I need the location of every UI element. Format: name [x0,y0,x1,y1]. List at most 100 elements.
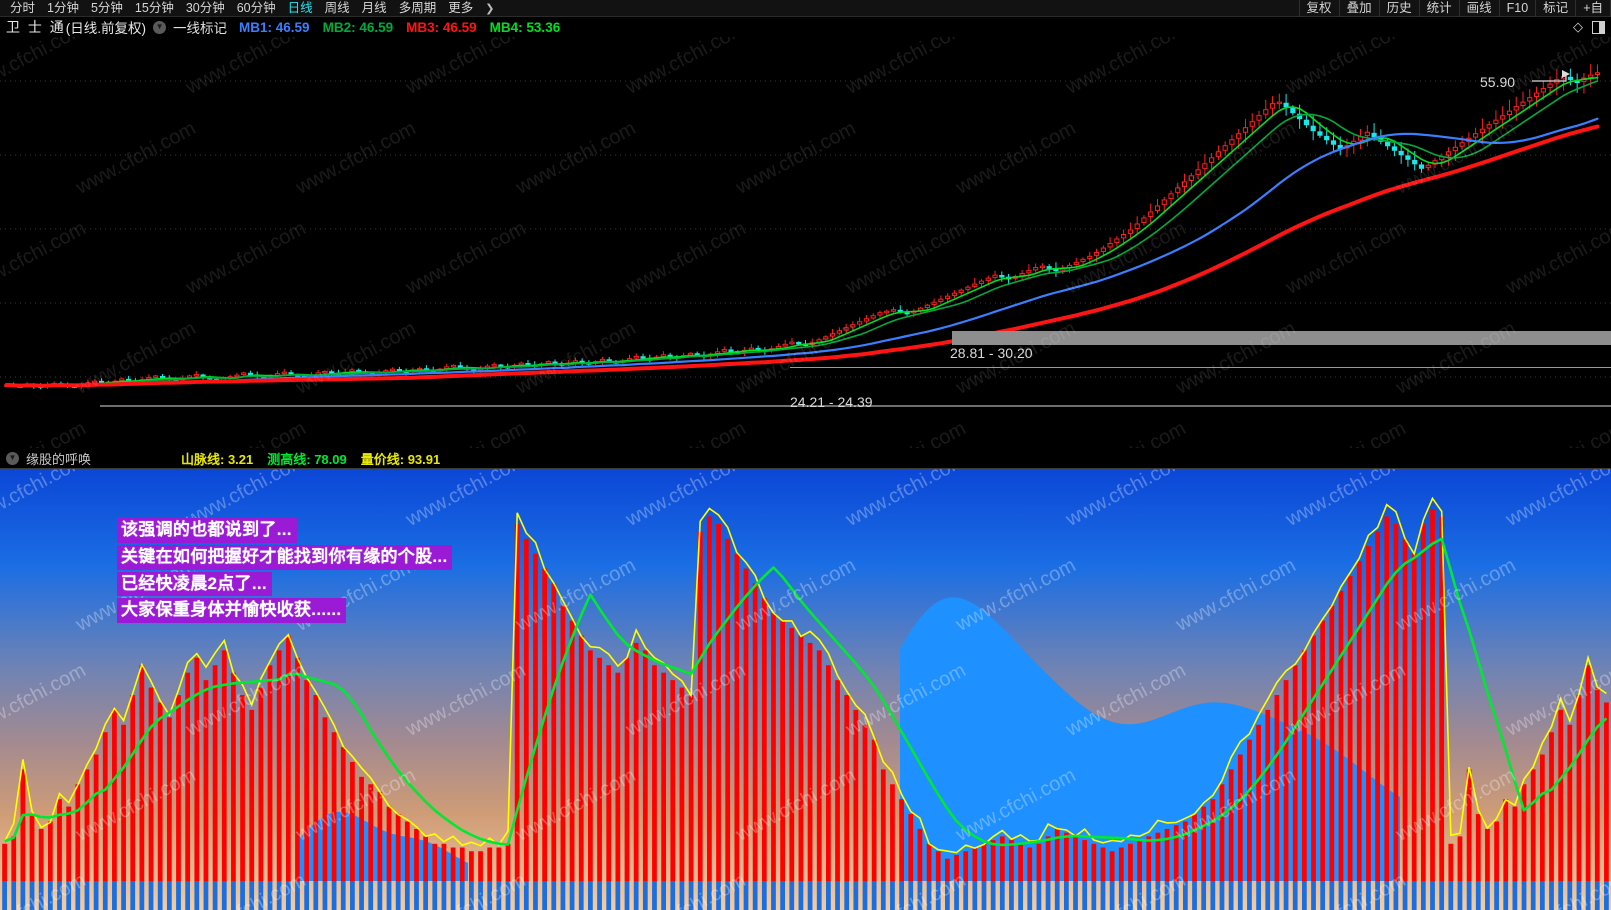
volume-base-bar [194,881,200,910]
volume-bar [1118,847,1124,881]
volume-base-bar [1164,881,1170,910]
volume-bar [203,680,209,881]
volume-base-bar [112,881,117,910]
volume-bar [1109,851,1115,881]
period-tab-60分钟[interactable]: 60分钟 [236,0,276,15]
period-tab-1分钟[interactable]: 1分钟 [47,0,79,15]
volume-indicator-panel[interactable]: www.cfchi.com www.cfchi.com www.cfchi.com w… [0,468,1611,910]
volume-base-bar [148,881,154,910]
chevron-right-icon[interactable]: ❯ [485,2,495,15]
top-toolbar: 分时 1分钟 5分钟 15分钟 30分钟 60分钟 日线 周线 月线 多周期 更多 ❯ 复权 叠加 历史统… [0,0,1611,17]
price-band-line-mid [790,367,1611,368]
price-label: 55.90 [1480,74,1516,90]
volume-base-bar [1604,881,1609,910]
toolbar-button-复权[interactable]: 复权 [1298,0,1340,17]
period-tab-日线[interactable]: 日线 [287,0,313,15]
volume-base-bar [1521,881,1527,910]
volume-bar [935,851,941,881]
volume-base-bar [1237,881,1243,910]
volume-bar [84,769,90,881]
volume-bar [1384,516,1390,881]
volume-bar [1420,523,1426,881]
period-tab-5分钟[interactable]: 5分钟 [90,0,123,15]
volume-base-bar [899,881,904,910]
toolbar-button-历史[interactable]: 历史 [1380,0,1420,17]
volume-bar [20,769,26,881]
volume-base-bar [780,881,785,910]
volume-bar [1073,836,1078,881]
volume-bar [295,657,300,881]
period-tab-周线[interactable]: 周线 [324,0,350,15]
period-tab-月线[interactable]: 月线 [361,0,387,15]
ma-mb4-value: MB4: 53.36 [489,19,561,35]
volume-bar [157,702,163,881]
volume-bar [642,650,648,881]
volume-base-bar [1576,881,1582,910]
volume-bar [954,854,959,881]
volume-bar [1274,695,1280,881]
volume-base-bar [469,881,474,910]
period-tab-分时[interactable]: 分时 [10,0,36,15]
toolbar-button-+自[interactable]: +自 [1576,0,1611,17]
toolbar-button-F10[interactable]: F10 [1500,0,1537,17]
volume-base-bar [908,881,914,910]
volume-bar [1091,843,1097,881]
period-tab-15分钟[interactable]: 15分钟 [134,0,174,15]
volume-base-bar [734,881,740,910]
volume-bar [47,821,53,881]
volume-base-bar [652,881,657,910]
volume-bar [1128,843,1133,881]
volume-base-bar [1530,881,1536,910]
volume-bar [267,665,273,881]
volume-base-bar [231,881,236,910]
grid-lines [0,80,1611,378]
toolbar-button-统计[interactable]: 统计 [1420,0,1460,17]
indicator-value-cegao: 测高线: 78.09 [267,451,347,467]
period-tab-多周期[interactable]: 多周期 [398,0,437,15]
toolbar-button-标记[interactable]: 标记 [1536,0,1577,17]
volume-bar [615,672,621,881]
volume-base-bar [514,881,520,910]
volume-base-bar [57,881,62,910]
volume-bar [716,523,721,881]
toolbar-right-group: 复权 叠加 历史 统计 画线 F10 标记 +自 [1298,0,1611,17]
volume-base-bar [1036,881,1042,910]
ma-mb3-value: MB3: 46.59 [406,19,477,35]
volume-base-bar [1393,881,1399,910]
volume-base-bar [404,881,410,910]
indicator-chevron-down-circle-icon[interactable]: ▼ [6,451,19,465]
volume-bar [185,672,191,881]
chevron-down-circle-icon[interactable]: ▼ [153,20,167,34]
period-tab-30分钟[interactable]: 30分钟 [185,0,225,15]
volume-bar [1210,799,1216,881]
volume-base-bar [157,881,163,910]
toolbar-button-画线[interactable]: 画线 [1460,0,1500,17]
price-chart-panel[interactable]: www.cfchi.com www.cfchi.com www.cfchi.com w… [0,37,1611,448]
volume-bar [38,828,44,881]
volume-base-bar [1283,881,1289,910]
split-pane-icon[interactable] [1592,20,1605,34]
volume-base-bar [890,881,895,910]
volume-base-bar [1366,881,1371,910]
toolbar-button-叠加[interactable]: 叠加 [1340,0,1380,17]
volume-base-bar [38,881,44,910]
price-label: 28.81 - 30.20 [950,345,1033,361]
volume-bar [1485,828,1490,881]
volume-bar [1228,769,1234,881]
volume-base-bar [1182,881,1188,910]
volume-base-bar [752,881,758,910]
volume-base-bar [1466,881,1472,910]
volume-base-bar [1155,881,1161,910]
volume-base-bar [441,881,447,910]
volume-base-bar [1219,881,1225,910]
diamond-icon[interactable]: ◇ [1573,19,1583,34]
volume-base-bar [377,881,383,910]
volume-bar [404,821,410,881]
volume-base-bar [725,881,731,910]
volume-bar [514,523,520,881]
period-tab-更多[interactable]: 更多 [448,0,474,15]
volume-bar [1054,828,1060,881]
volume-base-bar [716,881,721,910]
volume-bar [1311,635,1316,881]
volume-bar [826,665,831,881]
